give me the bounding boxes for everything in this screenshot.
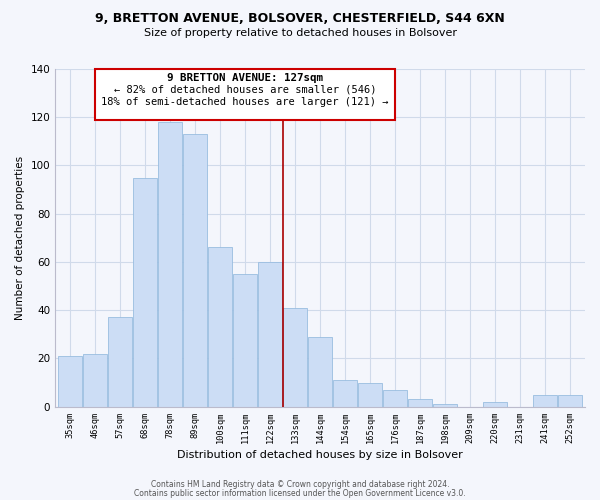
Bar xyxy=(183,134,207,406)
Bar xyxy=(233,274,257,406)
Text: ← 82% of detached houses are smaller (546): ← 82% of detached houses are smaller (54… xyxy=(114,84,376,94)
X-axis label: Distribution of detached houses by size in Bolsover: Distribution of detached houses by size … xyxy=(177,450,463,460)
Text: Contains public sector information licensed under the Open Government Licence v3: Contains public sector information licen… xyxy=(134,488,466,498)
Bar xyxy=(408,400,432,406)
Bar xyxy=(558,394,582,406)
Bar xyxy=(58,356,82,406)
Text: Size of property relative to detached houses in Bolsover: Size of property relative to detached ho… xyxy=(143,28,457,38)
Bar xyxy=(108,318,132,406)
Bar xyxy=(83,354,107,406)
Text: 18% of semi-detached houses are larger (121) →: 18% of semi-detached houses are larger (… xyxy=(101,96,389,106)
Text: Contains HM Land Registry data © Crown copyright and database right 2024.: Contains HM Land Registry data © Crown c… xyxy=(151,480,449,489)
Bar xyxy=(533,394,557,406)
Text: 9, BRETTON AVENUE, BOLSOVER, CHESTERFIELD, S44 6XN: 9, BRETTON AVENUE, BOLSOVER, CHESTERFIEL… xyxy=(95,12,505,26)
FancyBboxPatch shape xyxy=(95,69,395,119)
Bar xyxy=(358,382,382,406)
Bar xyxy=(158,122,182,406)
Bar xyxy=(258,262,282,406)
Bar xyxy=(208,248,232,406)
Text: 9 BRETTON AVENUE: 127sqm: 9 BRETTON AVENUE: 127sqm xyxy=(167,72,323,83)
Bar xyxy=(308,336,332,406)
Bar xyxy=(133,178,157,406)
Bar xyxy=(283,308,307,406)
Bar xyxy=(383,390,407,406)
Bar xyxy=(433,404,457,406)
Bar xyxy=(333,380,357,406)
Bar xyxy=(483,402,507,406)
Y-axis label: Number of detached properties: Number of detached properties xyxy=(15,156,25,320)
